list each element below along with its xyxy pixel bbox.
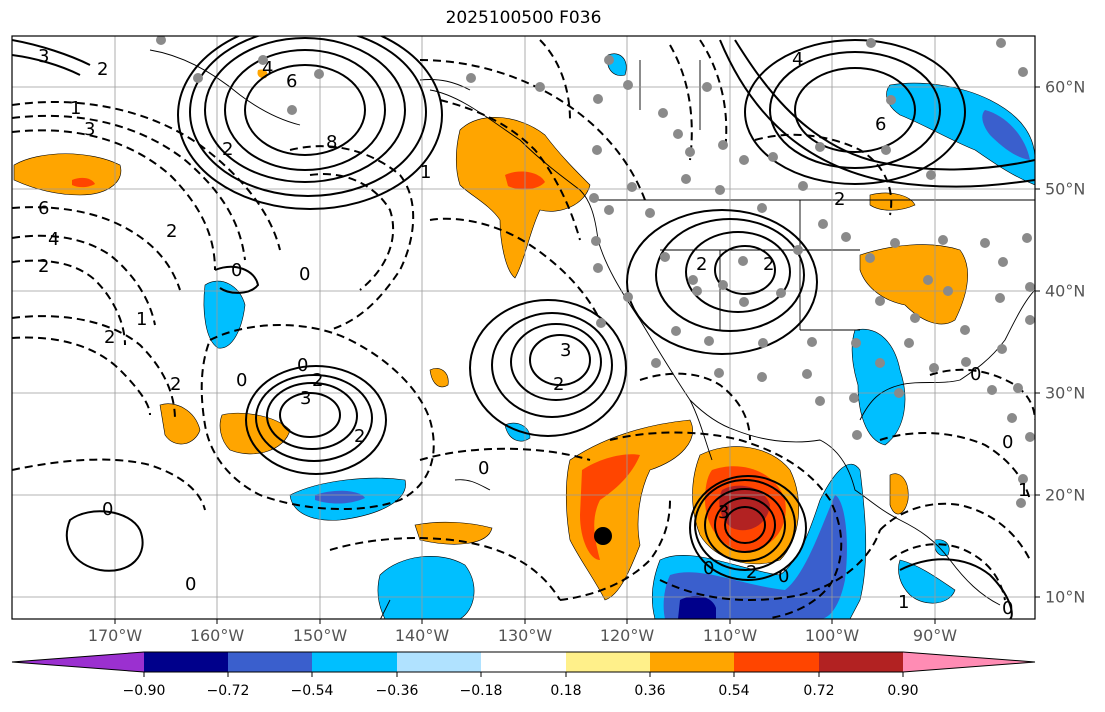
contour-labels: 3 2 6 8 4 2 1 3 6 4 2 2 1 2 0 0 1 2 2 0 … [38, 46, 1029, 619]
lon-label: 160°W [189, 626, 245, 645]
lon-label: 150°W [292, 626, 348, 645]
graticule [12, 36, 1035, 619]
contour-label: 2 [38, 256, 49, 277]
contour-label: 2 [834, 189, 845, 210]
contour-label: 0 [703, 558, 714, 579]
shaded-positive-regions [13, 69, 968, 601]
contour-label: 2 [746, 562, 757, 583]
colorbar-tick-label: −0.18 [459, 683, 503, 699]
lat-label: 50°N [1045, 179, 1086, 199]
contour-label: 2 [312, 370, 323, 391]
contour-label: 3 [718, 502, 729, 523]
lon-label: 100°W [804, 626, 860, 645]
contour-label: 0 [299, 264, 310, 285]
contour-label: 2 [170, 374, 181, 395]
contour-label: 6 [286, 71, 297, 92]
lon-label: 130°W [497, 626, 553, 645]
lon-label: 120°W [599, 626, 655, 645]
lat-label: 20°N [1045, 485, 1086, 505]
contour-label: 2 [97, 59, 108, 80]
map-title: 2025100500 F036 [445, 8, 602, 28]
contour-label: 4 [48, 229, 59, 250]
contour-label: 1 [420, 162, 431, 183]
contour-label: 4 [792, 49, 803, 70]
contour-label: 3 [300, 388, 311, 409]
station-dots [156, 36, 1035, 508]
lat-label: 60°N [1045, 77, 1086, 97]
contour-label: 0 [185, 574, 196, 595]
contour-label: 0 [1002, 432, 1013, 453]
lon-label: 170°W [87, 626, 143, 645]
shade-blue-east-small [898, 559, 956, 604]
shade-red-baja [580, 454, 640, 560]
contour-label: 0 [297, 355, 308, 376]
contour-label: 2 [696, 254, 707, 275]
lon-label: 110°W [702, 626, 758, 645]
shade-blue-small-3 [934, 539, 950, 557]
contour-label: 6 [875, 114, 886, 135]
colorbar-tick-label: −0.36 [375, 683, 419, 699]
contour-label: 1 [1018, 480, 1029, 501]
shade-orange-canada [869, 192, 916, 211]
shade-orange-plains [859, 244, 968, 325]
contour-label: 0 [102, 499, 113, 520]
contour-label: 3 [38, 46, 49, 67]
contour-label: 8 [326, 132, 337, 153]
contour-label: 6 [38, 198, 49, 219]
dashed-contours [12, 39, 1035, 619]
lat-label: 30°N [1045, 383, 1086, 403]
contour-label: 2 [222, 139, 233, 160]
contour-label: 2 [166, 221, 177, 242]
shade-red-hawaii-west [72, 177, 95, 188]
contour-label: 2 [553, 374, 564, 395]
contour-label: 0 [236, 370, 247, 391]
contour-label: 0 [231, 260, 242, 281]
lon-label: 90°W [912, 626, 958, 645]
colorbar-tick-label: −0.54 [290, 683, 334, 699]
lat-label: 10°N [1045, 587, 1086, 607]
storm-center-marker [594, 527, 612, 545]
colorbar-tick-label: −0.72 [206, 683, 250, 699]
contour-label: 1 [136, 309, 147, 330]
contour-label: 0 [778, 566, 789, 587]
contour-label: 0 [478, 458, 489, 479]
shade-mblue-south-1 [315, 490, 365, 504]
shade-mblue-hurricane-south [663, 495, 847, 619]
contour-label: 1 [70, 98, 81, 119]
colorbar-tick-label: 0.90 [887, 683, 919, 699]
colorbar-tick-label: −0.90 [122, 683, 166, 699]
shade-navy-hurricane-south [678, 595, 716, 619]
contour-label: 2 [354, 426, 365, 447]
contour-label: 0 [970, 364, 981, 385]
solid-contours [12, 36, 1035, 619]
colorbar-tick-label: 0.54 [718, 683, 750, 699]
shade-blue-gulf [851, 328, 906, 446]
shade-mblue-northeast [982, 110, 1030, 160]
contour-label: 4 [262, 58, 273, 79]
shade-orange-small-3 [429, 368, 449, 388]
shade-orange-gulf [889, 473, 909, 515]
lon-label: 140°W [394, 626, 450, 645]
colorbar-tick-label: 0.72 [803, 683, 835, 699]
shade-orange-pacific-north [455, 116, 591, 279]
contour-label: 3 [84, 119, 95, 140]
lat-label: 40°N [1045, 281, 1086, 301]
colorbar-tick-label: 0.18 [550, 683, 582, 699]
contour-label: 3 [560, 340, 571, 361]
shade-blue-south-2 [377, 555, 475, 619]
contour-label: 1 [898, 592, 909, 613]
contour-label: 2 [104, 327, 115, 348]
colorbar-tick-label: 0.36 [634, 683, 666, 699]
contour-label: 2 [763, 254, 774, 275]
shade-orange-small-1 [159, 403, 201, 445]
contour-label: 0 [1002, 598, 1013, 619]
